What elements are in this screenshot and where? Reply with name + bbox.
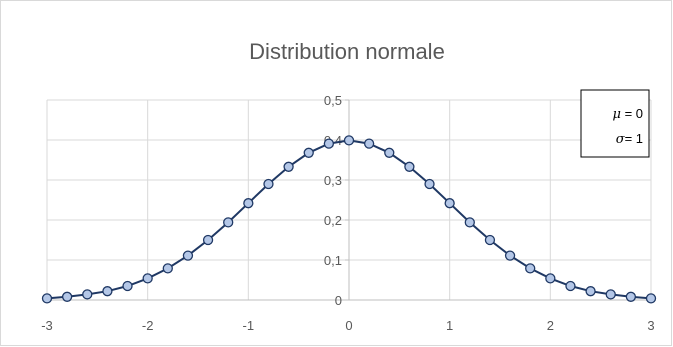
data-point-marker <box>645 293 657 304</box>
data-point-marker <box>545 273 556 284</box>
data-point-marker <box>61 291 73 302</box>
y-tick-label: 0,5 <box>324 93 342 108</box>
data-point-marker <box>41 293 53 304</box>
x-tick-label: 0 <box>345 318 352 333</box>
mu-parameter-label: μ = 0 <box>613 106 644 122</box>
data-point-marker <box>384 147 395 158</box>
data-point-marker <box>223 217 234 228</box>
sigma-parameter-label: σ= 1 <box>616 131 643 147</box>
parameter-box-frame <box>580 89 650 158</box>
data-point-marker <box>504 250 516 261</box>
data-point-marker <box>464 217 475 228</box>
data-point-marker <box>243 198 254 209</box>
mu-value: = 0 <box>621 106 643 121</box>
x-tick-label: 1 <box>446 318 453 333</box>
data-point-marker <box>122 280 133 292</box>
series-layer <box>41 135 657 304</box>
data-point-marker <box>424 178 435 190</box>
x-tick-label: 2 <box>547 318 554 333</box>
data-point-marker <box>303 147 314 158</box>
y-tick-label: 0,3 <box>324 173 342 188</box>
y-tick-label: 0 <box>335 293 342 308</box>
data-point-marker <box>363 138 375 149</box>
x-tick-label: -2 <box>142 318 154 333</box>
mu-symbol: μ <box>613 107 621 122</box>
data-point-marker <box>343 135 355 146</box>
y-tick-label: 0,1 <box>324 253 342 268</box>
chart-title: Distribution normale <box>249 39 445 64</box>
data-point-marker <box>605 289 616 300</box>
data-point-marker <box>404 161 415 172</box>
data-point-marker <box>585 286 596 297</box>
x-tick-label: -3 <box>41 318 53 333</box>
data-point-marker <box>625 291 637 302</box>
sigma-symbol: σ <box>616 132 626 147</box>
data-point-marker <box>444 198 455 209</box>
data-point-marker <box>323 138 335 149</box>
x-tick-label: -1 <box>243 318 255 333</box>
parameter-box: μ = 0 σ= 1 <box>580 89 650 158</box>
sigma-value: = 1 <box>625 131 643 146</box>
data-point-marker <box>82 289 93 300</box>
data-point-marker <box>525 263 536 274</box>
data-point-marker <box>565 280 576 292</box>
data-point-marker <box>142 273 153 284</box>
data-point-marker <box>283 161 294 172</box>
data-point-marker <box>162 263 173 274</box>
data-point-marker <box>102 286 113 297</box>
y-tick-label: 0,2 <box>324 213 342 228</box>
data-point-marker <box>182 250 194 261</box>
x-tick-label: 3 <box>647 318 654 333</box>
data-point-marker <box>263 178 274 190</box>
data-point-marker <box>202 234 214 246</box>
data-point-marker <box>484 234 496 246</box>
